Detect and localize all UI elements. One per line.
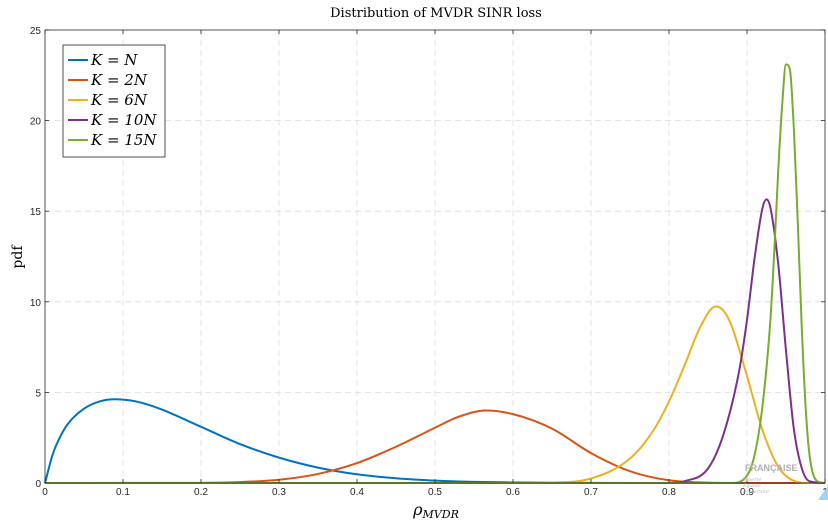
watermark-line3: Fraternité [742,488,769,495]
tick-labels: 00.10.20.30.40.50.60.70.80.910510152025 [30,26,828,498]
series-line-5 [44,63,826,485]
x-tick-label: 0.7 [584,487,598,498]
y-tick-label: 20 [30,117,42,128]
x-tick-label: 0.4 [350,487,364,498]
x-tick-label: 0.2 [194,487,208,498]
x-tick-label: 0 [42,487,48,498]
y-tick-label: 5 [35,388,41,399]
legend-label-5: K = 15N [90,131,157,149]
watermark-line2: Égalité [742,481,761,489]
x-axis-label: ρMVDR [412,500,459,521]
series-line-2 [44,409,825,485]
x-axis-label-main: ρ [412,500,423,519]
x-tick-label: 0.8 [662,487,676,498]
legend-label-4: K = 10N [90,111,157,129]
y-tick-label: 15 [30,207,42,218]
legend: K = N K = 2N K = 6N K = 10N K = 15N [62,44,166,158]
watermark-line1: Liberté [742,476,761,483]
chart-title: Distribution of MVDR SINR loss [330,6,542,21]
x-tick-label: 0.6 [506,487,520,498]
x-tick-label: 0.9 [740,487,754,498]
x-tick-label: 0.3 [272,487,286,498]
watermark-text: FRANÇAISE [745,463,798,473]
watermark-logo: FRANÇAISE Liberté Égalité Fraternité [742,463,828,500]
y-tick-label: 10 [30,298,42,309]
x-tick-label: 0.5 [428,487,442,498]
y-axis-label: pdf [10,244,26,269]
x-axis-label-sub: MVDR [422,508,459,521]
y-tick-label: 0 [35,479,41,490]
x-tick-label: 0.1 [116,487,130,498]
legend-label-2: K = 2N [90,71,148,89]
legend-label-3: K = 6N [90,91,148,109]
legend-label-1: K = N [90,51,138,69]
watermark-corner-shape [818,486,828,500]
y-tick-label: 25 [30,26,42,37]
